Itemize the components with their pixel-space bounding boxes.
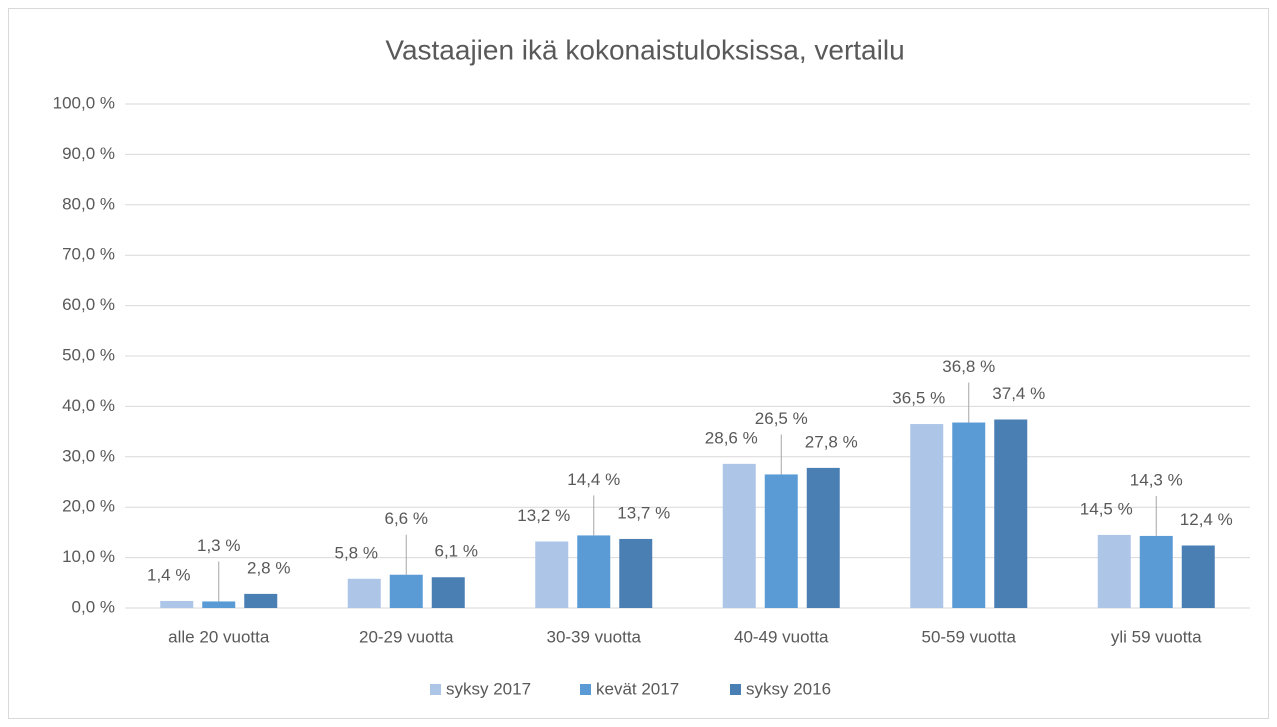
data-label: 1,4 % [147,565,190,584]
data-label: 13,7 % [617,503,670,522]
x-tick-label: 20-29 vuotta [359,627,454,646]
bar [1139,535,1173,608]
y-tick-label: 0,0 % [72,597,115,616]
data-label: 37,4 % [992,384,1045,403]
bar [910,424,944,608]
data-label: 13,2 % [517,506,570,525]
legend-label: syksy 2016 [746,679,831,698]
bar [764,474,798,608]
bar [160,600,194,608]
bar [1181,545,1215,608]
data-label: 14,3 % [1130,470,1183,489]
y-tick-label: 40,0 % [62,396,115,415]
y-tick-label: 90,0 % [62,144,115,163]
legend-swatch [730,684,741,695]
data-label: 36,5 % [892,389,945,408]
data-label: 2,8 % [247,558,290,577]
y-tick-label: 70,0 % [62,245,115,264]
x-tick-label: yli 59 vuotta [1111,627,1202,646]
chart-frame [8,8,1269,719]
data-label: 5,8 % [335,543,378,562]
y-tick-label: 30,0 % [62,446,115,465]
data-label: 6,1 % [435,542,478,561]
y-tick-label: 60,0 % [62,295,115,314]
y-tick-label: 10,0 % [62,547,115,566]
bar [431,577,465,608]
bar [1097,534,1131,608]
x-tick-label: alle 20 vuotta [168,627,270,646]
data-label: 6,6 % [385,509,428,528]
bar [952,422,986,608]
y-tick-label: 100,0 % [53,93,115,112]
data-label: 14,4 % [567,470,620,489]
x-tick-label: 50-59 vuotta [921,627,1016,646]
bar [806,467,840,608]
bar [577,535,611,608]
bar [389,574,423,608]
data-label: 1,3 % [197,536,240,555]
bar [994,419,1028,608]
bar [244,593,278,608]
legend-swatch [430,684,441,695]
bar [619,538,653,608]
data-label: 12,4 % [1180,510,1233,529]
bar [535,541,569,608]
x-tick-label: 40-49 vuotta [734,627,829,646]
x-tick-label: 30-39 vuotta [546,627,641,646]
bar [202,601,236,608]
bar [347,578,381,608]
data-label: 27,8 % [805,432,858,451]
y-tick-label: 50,0 % [62,345,115,364]
chart-title: Vastaajien ikä kokonaistuloksissa, verta… [385,34,904,65]
legend-label: syksy 2017 [446,679,531,698]
y-tick-label: 20,0 % [62,497,115,516]
data-label: 26,5 % [755,409,808,428]
data-label: 28,6 % [705,428,758,447]
data-label: 36,8 % [942,357,995,376]
y-tick-label: 80,0 % [62,194,115,213]
legend-label: kevät 2017 [596,679,679,698]
data-label: 14,5 % [1080,499,1133,518]
legend-swatch [580,684,591,695]
bar [722,463,756,608]
